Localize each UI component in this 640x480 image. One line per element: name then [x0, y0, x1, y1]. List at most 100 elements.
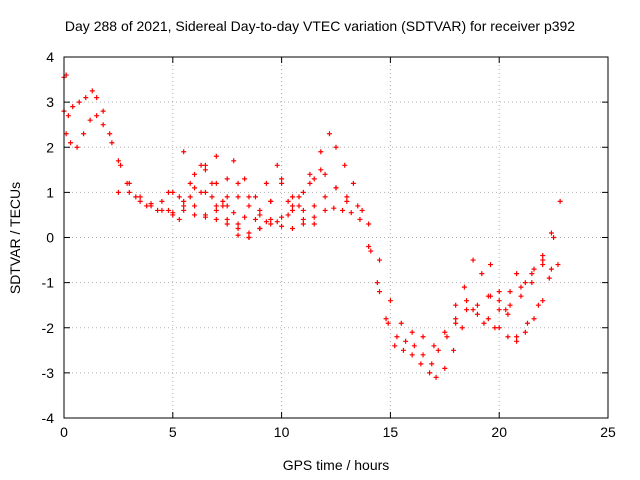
data-point [224, 194, 230, 200]
data-point [548, 230, 554, 236]
data-point [368, 248, 374, 254]
data-point [461, 284, 467, 290]
data-point [514, 334, 520, 340]
data-point [144, 203, 150, 209]
data-point [137, 198, 143, 204]
data-point [514, 338, 520, 344]
data-point [409, 352, 415, 358]
data-point [507, 289, 513, 295]
x-tick-label: 0 [60, 424, 68, 440]
data-point [487, 293, 493, 299]
data-point [213, 216, 219, 222]
data-point [285, 212, 291, 218]
data-point [453, 302, 459, 308]
data-point [540, 298, 546, 304]
data-point [235, 221, 241, 227]
series-track-2 [63, 113, 561, 380]
data-point [89, 88, 95, 94]
data-point [507, 302, 513, 308]
data-point [268, 198, 274, 204]
data-point [344, 194, 350, 200]
series-track-9 [487, 262, 554, 317]
data-point [540, 253, 546, 259]
data-point [531, 266, 537, 272]
y-tick-label: -2 [42, 320, 55, 336]
y-tick-label: 1 [46, 184, 54, 200]
series-track-1 [61, 88, 563, 367]
data-point [474, 311, 480, 317]
data-point [289, 203, 295, 209]
data-point [115, 189, 121, 195]
data-point [453, 316, 459, 322]
data-point [252, 194, 258, 200]
data-point [81, 131, 87, 137]
data-point [231, 210, 237, 216]
data-point [359, 207, 365, 213]
data-point [470, 257, 476, 263]
data-point [213, 203, 219, 209]
series-track-7 [181, 149, 252, 240]
data-point [220, 203, 226, 209]
data-point [442, 329, 448, 335]
data-point [420, 334, 426, 340]
x-tick-labels: 0 5 10 15 20 25 [60, 424, 616, 440]
data-point [546, 275, 552, 281]
data-point [514, 271, 520, 277]
data-point [496, 307, 502, 313]
data-point [257, 225, 263, 231]
data-point [496, 298, 502, 304]
data-point [474, 302, 480, 308]
data-point [350, 180, 356, 186]
data-point [383, 316, 389, 322]
data-point [209, 194, 215, 200]
data-point [246, 230, 252, 236]
data-point [348, 210, 354, 216]
data-point [481, 320, 487, 326]
data-point [165, 189, 171, 195]
data-point [263, 180, 269, 186]
series-track-6 [202, 162, 317, 240]
data-point [192, 212, 198, 218]
data-point [529, 280, 535, 286]
data-point [357, 216, 363, 222]
data-point [551, 235, 557, 240]
data-point [181, 198, 187, 204]
data-point [246, 203, 252, 209]
data-point [279, 180, 285, 186]
data-point [63, 72, 69, 78]
data-point [427, 370, 433, 376]
data-point [126, 189, 132, 195]
data-point [279, 223, 285, 229]
data-point [394, 334, 400, 340]
data-point [107, 131, 113, 137]
data-point [224, 216, 230, 222]
data-point [459, 325, 465, 331]
data-point [192, 171, 198, 177]
data-point [192, 185, 198, 191]
data-point [74, 144, 80, 150]
data-point [374, 280, 380, 286]
data-point [235, 194, 241, 200]
data-point [479, 271, 485, 277]
data-point [411, 343, 417, 349]
data-point [231, 158, 237, 164]
data-point [300, 216, 306, 222]
data-point [220, 198, 226, 204]
data-point [94, 95, 100, 101]
data-point [296, 194, 302, 200]
data-point [137, 194, 143, 200]
data-point [100, 108, 106, 114]
data-point [176, 194, 182, 200]
data-point [453, 320, 459, 326]
data-point [202, 167, 208, 173]
data-point [100, 122, 106, 128]
data-point [400, 347, 406, 353]
data-point [431, 343, 437, 349]
data-point [524, 320, 530, 326]
data-point [322, 207, 328, 213]
data-point [65, 113, 71, 119]
data-point [333, 144, 339, 150]
data-point [311, 203, 317, 209]
data-point [235, 225, 241, 231]
data-point [433, 374, 439, 380]
